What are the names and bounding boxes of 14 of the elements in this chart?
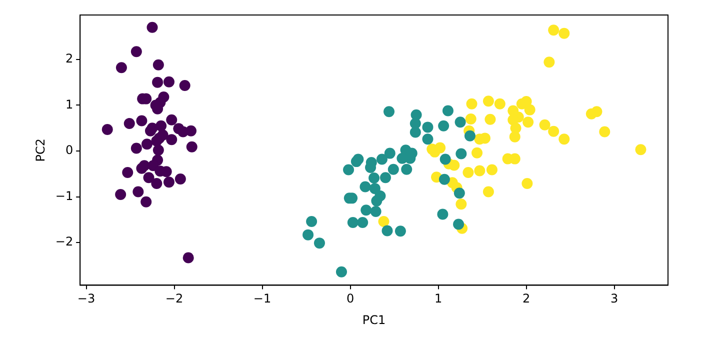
x-tick-label: 1: [434, 292, 442, 306]
x-axis-title: PC1: [362, 312, 386, 327]
y-tick-label: 1: [65, 97, 74, 112]
x-tick-label: 2: [522, 292, 530, 306]
x-tick-label: 3: [610, 292, 618, 306]
y-tick-label: −1: [55, 188, 74, 203]
y-axis-title: PC2: [33, 138, 48, 162]
x-tick-label: −2: [165, 292, 184, 306]
y-tick-label: 2: [65, 52, 74, 66]
x-tick-label: −3: [77, 292, 96, 306]
y-tick-label: 0: [65, 143, 74, 158]
y-tick-label: −2: [55, 234, 74, 249]
x-tick-label: −1: [253, 292, 272, 306]
x-tick-label: 0: [346, 292, 354, 306]
